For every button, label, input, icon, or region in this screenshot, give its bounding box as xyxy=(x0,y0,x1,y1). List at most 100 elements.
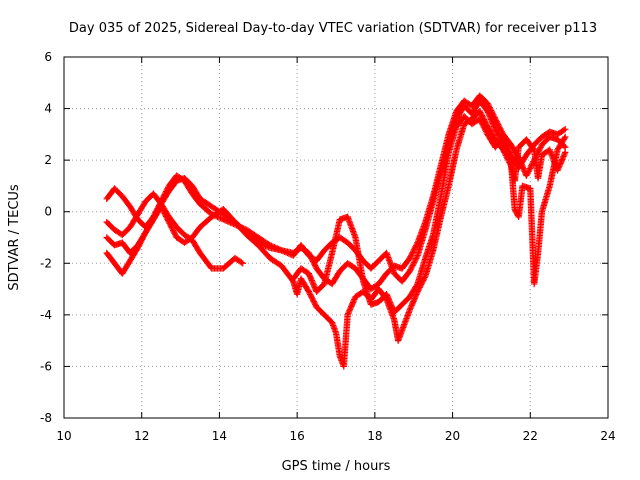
data-point xyxy=(524,169,532,177)
data-point xyxy=(172,231,179,238)
data-point xyxy=(166,220,173,227)
data-point xyxy=(171,230,178,237)
data-point xyxy=(310,298,317,305)
y-tick-label: 2 xyxy=(44,153,52,167)
data-point xyxy=(165,217,172,224)
data-point xyxy=(221,216,228,224)
data-point xyxy=(407,253,414,260)
data-point xyxy=(411,257,418,265)
data-point xyxy=(477,117,484,124)
data-point xyxy=(159,206,166,213)
data-point xyxy=(410,247,417,255)
data-point xyxy=(523,171,531,178)
data-point xyxy=(285,250,293,257)
data-point xyxy=(537,144,544,151)
data-point xyxy=(168,224,175,231)
data-point xyxy=(275,245,282,253)
data-point xyxy=(162,188,170,195)
data-point xyxy=(481,125,488,132)
data-point xyxy=(407,266,414,273)
data-point xyxy=(309,295,316,302)
data-point xyxy=(161,191,168,198)
data-point xyxy=(311,262,319,269)
data-point xyxy=(408,265,415,272)
data-point xyxy=(157,203,165,210)
data-point xyxy=(412,256,419,263)
data-point xyxy=(160,192,168,199)
data-point xyxy=(311,299,318,307)
data-point xyxy=(215,214,223,221)
data-point xyxy=(413,253,421,261)
data-point xyxy=(163,214,170,222)
data-point xyxy=(526,166,533,174)
data-point xyxy=(160,208,168,216)
data-point xyxy=(562,149,569,156)
data-point xyxy=(410,246,418,253)
series-track-5 xyxy=(290,113,569,316)
data-point xyxy=(527,163,534,171)
data-point xyxy=(413,282,421,289)
data-point xyxy=(271,243,278,251)
data-point xyxy=(284,249,291,257)
data-point xyxy=(477,110,485,118)
data-point xyxy=(159,195,166,202)
y-tick-label: -6 xyxy=(40,359,52,373)
plot-frame xyxy=(63,56,609,419)
data-point xyxy=(220,216,227,223)
data-point xyxy=(408,250,416,258)
data-point xyxy=(170,228,178,236)
data-point xyxy=(480,122,487,130)
data-point xyxy=(478,112,486,119)
data-point xyxy=(490,112,498,120)
data-point xyxy=(169,227,177,234)
y-tick-label: 0 xyxy=(44,205,52,219)
data-point xyxy=(536,145,544,153)
data-point xyxy=(279,247,287,255)
data-point xyxy=(307,292,315,300)
data-point xyxy=(164,185,171,192)
data-point xyxy=(412,255,420,262)
data-point xyxy=(281,248,288,255)
data-point xyxy=(406,254,414,262)
data-point xyxy=(269,243,277,250)
data-point xyxy=(278,247,285,254)
data-point xyxy=(307,291,314,298)
data-point xyxy=(560,126,568,134)
x-tick-label: 22 xyxy=(523,429,538,443)
data-point xyxy=(311,301,319,308)
data-point xyxy=(410,259,418,266)
data-point xyxy=(167,223,175,230)
data-point xyxy=(479,121,486,128)
data-point xyxy=(274,245,281,252)
data-point xyxy=(525,168,532,175)
data-point xyxy=(309,296,317,304)
data-point xyxy=(160,193,167,201)
data-point xyxy=(562,133,569,141)
data-point xyxy=(268,242,275,250)
x-axis-title: GPS time / hours xyxy=(282,459,391,474)
data-point xyxy=(306,289,313,297)
series-track-1 xyxy=(103,92,569,293)
data-point xyxy=(478,119,486,127)
data-point xyxy=(167,221,174,229)
data-point xyxy=(491,114,498,121)
data-point xyxy=(477,118,485,125)
data-point xyxy=(265,241,272,248)
data-point xyxy=(276,246,284,253)
data-point xyxy=(476,107,483,115)
data-point xyxy=(410,260,417,268)
data-point xyxy=(408,263,416,271)
data-point xyxy=(482,126,489,134)
chart-title: Day 035 of 2025, Sidereal Day-to-day VTE… xyxy=(69,21,597,36)
y-tick-label: -2 xyxy=(40,256,52,270)
y-tick-label: -8 xyxy=(40,411,52,425)
data-point xyxy=(163,186,170,194)
data-point xyxy=(305,288,312,295)
data-point xyxy=(476,115,483,123)
data-point xyxy=(272,244,279,252)
x-tick-label: 20 xyxy=(445,429,460,443)
x-tick-label: 12 xyxy=(134,429,149,443)
data-point xyxy=(224,218,231,225)
data-point xyxy=(218,215,226,223)
